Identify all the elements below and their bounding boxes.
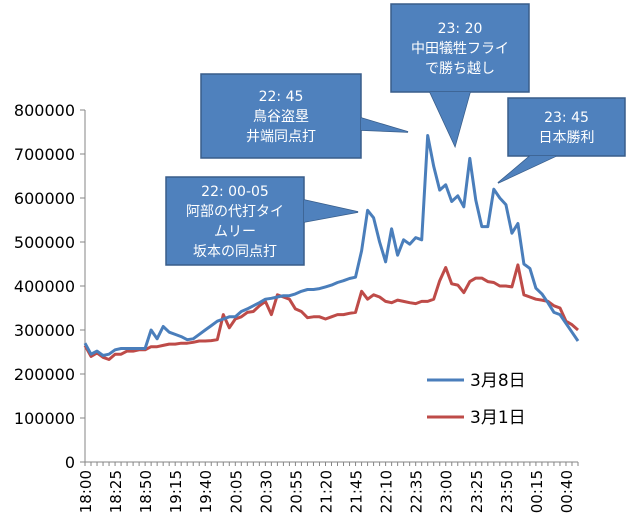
legend: 3月8日 3月1日 [427, 371, 526, 428]
y-tick-label: 100000 [14, 409, 75, 428]
y-tick-label: 200000 [14, 365, 75, 384]
legend-entry: 3月1日 [427, 408, 526, 428]
series-layer [83, 134, 580, 361]
callout-line: 中田犠牲フライ [411, 40, 509, 57]
callout-line: で勝ち越し [425, 61, 495, 77]
x-tick-label: 23:00 [438, 470, 456, 513]
series-line [83, 263, 579, 361]
callout-pointer-fill [498, 156, 556, 183]
x-tick-label: 22:35 [408, 470, 426, 513]
x-tick-label: 21:45 [348, 470, 366, 513]
callout-pointer-fill [361, 118, 408, 132]
x-tick-label: 20:05 [227, 470, 245, 513]
legend-entry: 3月8日 [427, 371, 526, 391]
y-tick-label: 800000 [14, 101, 75, 120]
x-tick-label: 23:25 [468, 470, 486, 513]
x-tick-label: 00:15 [528, 470, 546, 513]
callout-box [507, 97, 626, 157]
callout-line: 23: 45 [544, 110, 589, 126]
y-tick-label: 300000 [14, 321, 75, 340]
callout-line: ムリー [214, 224, 256, 240]
series-line [83, 134, 580, 357]
legend-label: 3月1日 [470, 408, 526, 428]
x-tick-label: 18:00 [77, 470, 95, 513]
x-tick-label: 23:50 [498, 470, 516, 513]
callout-line: 坂本の同点打 [193, 243, 277, 260]
y-tick-label: 0 [65, 453, 75, 472]
callout-box [165, 176, 305, 266]
callout-line: 阿部の代打タイ [186, 203, 284, 220]
axes-layer: 0 100000 200000 300000 400000 500000 600000 700… [14, 101, 579, 513]
callout-line: 22: 45 [259, 89, 304, 105]
callout-line: 23: 20 [438, 21, 483, 37]
x-tick-label: 21:20 [317, 470, 335, 513]
callout-pointer-fill [304, 200, 358, 222]
callout-box [390, 3, 530, 93]
x-tick-label: 18:25 [107, 470, 125, 513]
callout-line: 井端同点打 [246, 128, 316, 145]
y-tick-label: 500000 [14, 233, 75, 252]
callout-4: 23: 45 日本勝利 [497, 97, 626, 184]
legend-label: 3月8日 [470, 371, 526, 391]
x-tick-label: 20:30 [257, 470, 275, 513]
callout-line: 鳥谷盗塁 [253, 109, 309, 125]
x-tick-label: 18:50 [137, 470, 155, 513]
x-tick-label: 19:40 [197, 470, 215, 513]
x-tick-label: 00:40 [558, 470, 576, 513]
x-tick-label: 22:10 [378, 470, 396, 513]
callout-line: 日本勝利 [539, 130, 595, 146]
y-tick-label: 400000 [14, 277, 75, 296]
x-tick-label: 20:55 [287, 470, 305, 513]
callout-line: 22: 00-05 [201, 184, 269, 200]
callout-box [200, 73, 362, 159]
x-tick-label: 19:15 [167, 470, 185, 513]
y-tick-label: 700000 [14, 145, 75, 164]
y-tick-label: 600000 [14, 189, 75, 208]
callout-pointer-fill [430, 92, 470, 146]
